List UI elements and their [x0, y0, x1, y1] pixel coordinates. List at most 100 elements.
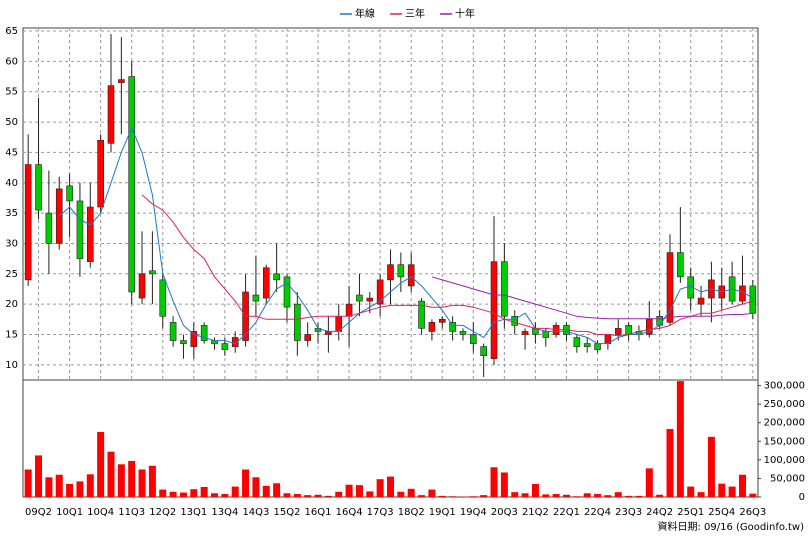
volume-bar [107, 451, 115, 497]
candle-body [24, 164, 32, 281]
volume-bar [97, 432, 105, 497]
volume-bar [148, 465, 156, 497]
volume-bar [666, 429, 674, 497]
x-tick-label: 16Q1 [305, 507, 332, 518]
x-tick-label: 17Q3 [367, 507, 394, 518]
y-tick-label: 35 [5, 208, 18, 219]
candle-body [449, 322, 456, 332]
candle-body [86, 206, 94, 262]
candle-body [66, 185, 73, 202]
x-tick-label: 15Q2 [273, 507, 300, 518]
candle-body [656, 315, 663, 326]
volume-bar [707, 436, 715, 497]
x-tick-label: 22Q1 [553, 507, 580, 518]
y2-tick-label: 200,000 [764, 418, 805, 429]
legend: 年線 三年 十年 [340, 7, 475, 20]
candle-body [138, 273, 146, 299]
volume-bar [138, 469, 146, 497]
candle-body [428, 322, 436, 332]
candle-body [304, 334, 311, 341]
volume-bar [335, 491, 343, 497]
candle-body [749, 285, 757, 314]
candle-body [262, 267, 270, 299]
x-tick-label: 10Q4 [87, 507, 114, 518]
volume-bar [324, 495, 332, 497]
y-tick-label: 60 [5, 56, 18, 67]
volume-bar [117, 464, 125, 497]
candle-body [573, 337, 581, 347]
candle-body [200, 325, 208, 341]
volume-bar [480, 495, 488, 497]
ma-line [431, 276, 753, 320]
candle-body [118, 79, 125, 83]
x-tick-label: 12Q2 [149, 507, 176, 518]
candle-body [625, 325, 632, 335]
y-tick-label: 10 [5, 360, 18, 371]
candle-body [273, 273, 280, 281]
volume-bar [738, 474, 746, 497]
candle-body [594, 343, 601, 350]
y2-tick-label: 300,000 [764, 381, 805, 392]
volume-bar [594, 494, 602, 497]
volume-bar [24, 469, 32, 497]
volume-bar [697, 492, 705, 497]
candle-body [356, 294, 363, 302]
volume-bar [749, 493, 757, 497]
volume-bar [635, 495, 643, 497]
candle-body [76, 200, 84, 259]
x-tick-label: 23Q3 [615, 507, 642, 518]
candle-body [542, 331, 550, 338]
volume-bar [66, 484, 74, 497]
candle-body [345, 303, 353, 317]
candle-body [614, 328, 622, 335]
candle-body [128, 76, 135, 293]
y2-tick-label: 250,000 [764, 399, 805, 410]
legend-label: 三年 [405, 7, 425, 20]
x-tick-label: 24Q2 [646, 507, 673, 518]
x-tick-label: 21Q2 [522, 507, 549, 518]
volume-bar [490, 467, 498, 497]
volume-bar [438, 495, 446, 497]
volume-bar [500, 472, 508, 497]
y-tick-label: 25 [5, 269, 18, 280]
volume-bar [366, 491, 374, 497]
volume-bar [676, 381, 684, 497]
volume-bar [159, 489, 167, 497]
candle-body [501, 261, 508, 317]
candle-body [107, 85, 115, 144]
candle-body [294, 303, 301, 341]
volume-bar [283, 493, 291, 497]
candle-body [97, 139, 104, 208]
y-tick-label: 45 [5, 147, 18, 158]
candle-body [470, 334, 477, 344]
volume-bar [55, 474, 63, 497]
candle-body [231, 337, 239, 347]
volume-bar [428, 489, 436, 497]
x-tick-label: 25Q1 [677, 507, 704, 518]
candle-body [35, 164, 42, 211]
x-tick-label: 26Q3 [739, 507, 766, 518]
volume-bar [252, 477, 260, 497]
y-tick-label: 15 [5, 329, 18, 340]
y2-tick-label: 50,000 [770, 473, 805, 484]
volume-bar [645, 468, 653, 497]
volume-bar [231, 486, 239, 497]
candle-body [149, 270, 156, 275]
volume-bar [35, 455, 43, 497]
volume-bar [293, 494, 301, 497]
candle-body [159, 279, 167, 317]
volume-bar [304, 495, 312, 497]
x-tick-label: 20Q3 [491, 507, 518, 518]
y-tick-label: 40 [5, 178, 18, 189]
x-tick-label: 25Q4 [708, 507, 735, 518]
volume-bar [625, 495, 633, 497]
volume-bar [531, 484, 539, 497]
volume-bar [583, 493, 591, 497]
candle-body [407, 264, 415, 287]
candle-body [397, 264, 405, 278]
volume-bar [45, 477, 53, 497]
y-tick-label: 55 [5, 87, 18, 98]
candle-body [221, 343, 229, 350]
candle-body [583, 343, 591, 347]
